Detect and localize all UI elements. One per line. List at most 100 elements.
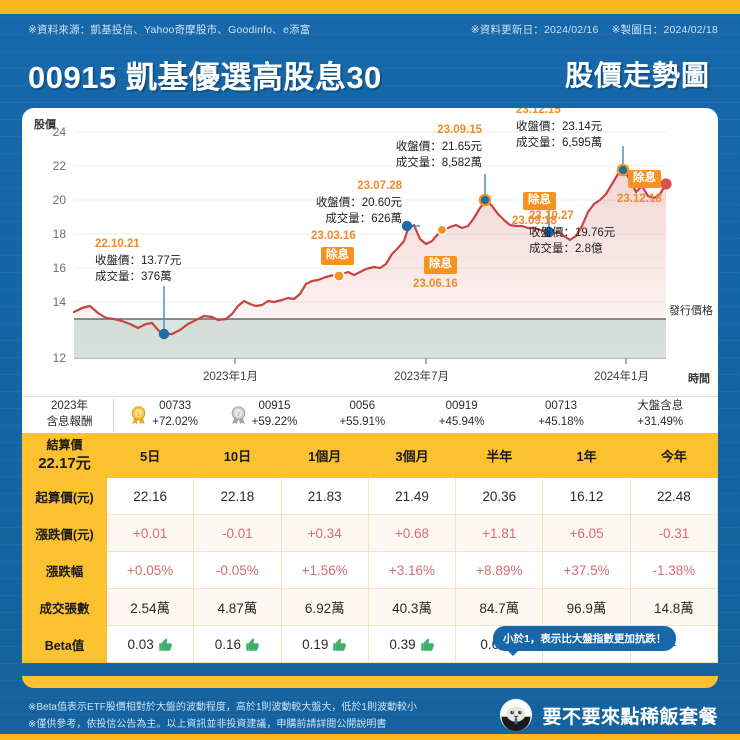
cell: 22.16 <box>105 477 195 515</box>
etf-code: 00915 <box>258 400 291 413</box>
y-tick-12: 12 <box>52 351 66 365</box>
cell: +0.01 <box>105 514 195 552</box>
y-tick-24: 24 <box>52 125 66 139</box>
cell: +1.81 <box>455 514 544 552</box>
cell: 2.54萬 <box>105 588 195 626</box>
beta-value: 0.03 <box>127 636 154 652</box>
annotation-volume: 成交量：376萬 <box>95 271 172 284</box>
brand-block: 要不要來點稀飯套餐 <box>499 698 718 732</box>
price-chart-svg <box>72 120 672 364</box>
dividend-date-23-03-16: 23.03.16 <box>311 230 356 242</box>
marker-23-07-28 <box>401 220 413 232</box>
annotation-date: 23.12.15 <box>516 108 561 116</box>
cell: -0.31 <box>629 514 719 552</box>
svg-text:2: 2 <box>237 411 240 417</box>
y-axis-title: 股價 <box>34 119 56 131</box>
source-line: ※資料來源：凱基投信、Yahoo奇摩股市、Goodinfo、e添富 ※資料更新日… <box>28 22 718 37</box>
etf-return-strip: 2023年 含息報酬 1 00733 +72.02% <box>22 396 718 433</box>
dividend-date-23-12-18: 23.12.18 <box>617 193 662 205</box>
annotation-volume: 成交量：8,582萬 <box>395 157 482 170</box>
price-line <box>72 168 668 336</box>
cell: 16.12 <box>542 477 631 515</box>
cell: 6.92萬 <box>280 588 369 626</box>
etf-item-0056: 0056 +55.91% <box>313 399 412 430</box>
x-tick-2024-01: 2024年1月 <box>594 371 649 383</box>
col-header-5d: 5日 <box>105 433 195 478</box>
marker-23-06-16 <box>436 224 448 236</box>
etf-pct: +72.02% <box>152 416 199 428</box>
etf-item-00733: 1 00733 +72.02% <box>114 399 213 430</box>
brand-name: 要不要來點稀飯套餐 <box>542 706 718 728</box>
issue-price-label: 發行價格 <box>666 301 716 319</box>
annotation-23-12-15: 23.12.15 收盤價：23.14元 成交量：6,595萬 <box>516 108 602 152</box>
etf-pct: +31.49% <box>637 416 684 428</box>
cell: 4.87萬 <box>193 588 282 626</box>
footer-notes: ※Beta值表示ETF股價相對於大盤的波動程度，高於1則波動較大盤大，低於1則波… <box>28 699 458 733</box>
dividend-badge-23-09-18: 除息 <box>523 192 556 210</box>
annotation-date: 23.09.15 <box>437 124 482 136</box>
cell: -0.01 <box>193 514 282 552</box>
annotation-date: 23.07.28 <box>357 180 402 192</box>
cell: -1.38% <box>629 551 719 589</box>
col-header-6m: 半年 <box>455 433 544 478</box>
settlement-price-cell: 結算價 22.17元 <box>22 433 107 478</box>
cell: +0.05% <box>105 551 195 589</box>
etf-text: 大盤含息 +31.49% <box>637 399 683 430</box>
row-label-base-price: 起算價(元) <box>22 477 107 515</box>
dividend-badge-23-06-16: 除息 <box>424 256 457 274</box>
cell: -0.05% <box>193 551 282 589</box>
annotation-volume: 成交量：626萬 <box>325 213 402 226</box>
row-label-change-price: 漲跌價(元) <box>22 514 107 552</box>
svg-text:1: 1 <box>137 411 140 417</box>
etf-pct: +55.91% <box>339 416 386 428</box>
date-notes: ※資料更新日：2024/02/16 ※製圖日：2024/02/18 <box>461 22 718 37</box>
footer-note-beta: ※Beta值表示ETF股價相對於大盤的波動程度，高於1則波動較大盤大，低於1則波… <box>28 702 417 713</box>
etf-lead-line1: 2023年 <box>50 400 89 413</box>
etf-text: 00713 +45.18% <box>538 399 584 430</box>
row-label-volume: 成交張數 <box>22 588 107 626</box>
page-title: 00915 凱基優選高股息30 <box>28 59 382 95</box>
marker-23-09-15 <box>478 193 492 207</box>
marker-23-12-15 <box>616 163 630 177</box>
source-note: ※資料來源：凱基投信、Yahoo奇摩股市、Goodinfo、e添富 <box>28 24 311 36</box>
col-header-3m: 3個月 <box>367 433 457 478</box>
cell: 96.9萬 <box>542 588 631 626</box>
y-tick-22: 22 <box>52 159 66 173</box>
cell: 21.49 <box>367 477 457 515</box>
y-tick-18: 18 <box>52 227 66 241</box>
x-tick-2023-07: 2023年7月 <box>394 371 449 383</box>
col-header-10d: 10日 <box>193 433 282 478</box>
annotation-date: 22.10.21 <box>95 238 140 250</box>
beta-value: 0.19 <box>302 636 329 652</box>
title-row: 00915 凱基優選高股息30 股價走勢圖 <box>28 52 718 96</box>
etf-pct: +59.22% <box>251 416 298 428</box>
price-area-fill <box>74 170 666 358</box>
etf-text: 0056 +55.91% <box>339 399 385 430</box>
annotation-23-10-27: 23.10.27 收盤價：19.76元 成交量：2.8億 <box>529 208 615 258</box>
thumbs-up-icon <box>420 637 434 651</box>
chart-card: 股價 時間 24 22 20 18 16 14 12 2023年1月 2023年… <box>22 108 718 433</box>
beta-value: 0.16 <box>214 636 242 652</box>
etf-text: 00915 +59.22% <box>252 399 298 430</box>
price-chart: 股價 時間 24 22 20 18 16 14 12 2023年1月 2023年… <box>22 108 718 394</box>
annotation-volume: 成交量：2.8億 <box>529 243 603 256</box>
table-row: 漲跌價(元) +0.01 -0.01 +0.34 +0.68 +1.81 +6.… <box>22 514 719 552</box>
update-date-note: ※資料更新日：2024/02/16 <box>470 24 599 36</box>
cell: 14.8萬 <box>629 588 719 626</box>
performance-table: 結算價 22.17元 5日 10日 1個月 3個月 半年 1年 今年 起算價(元… <box>22 433 719 663</box>
cell: +6.05 <box>542 514 631 552</box>
cell: 0.16 <box>193 625 282 663</box>
etf-item-market: 大盤含息 +31.49% <box>611 399 710 430</box>
cell: 40.3萬 <box>367 588 457 626</box>
etf-code: 00919 <box>445 400 478 413</box>
annotation-close: 收盤價：19.76元 <box>529 226 616 239</box>
beta-tooltip: 小於1，表示比大盤指數更加抗跌！ <box>493 626 677 656</box>
silver-medal-icon: 2 <box>231 405 245 424</box>
thumbs-up-icon <box>159 637 172 651</box>
etf-lead-line2: 含息報酬 <box>46 416 93 428</box>
y-tick-16: 16 <box>52 261 66 275</box>
thumbs-up-icon <box>246 637 259 651</box>
etf-item-00713: 00713 +45.18% <box>511 399 610 430</box>
dividend-date-23-09-18: 23.09.18 <box>512 215 557 227</box>
marker-22-10-21 <box>158 328 170 340</box>
